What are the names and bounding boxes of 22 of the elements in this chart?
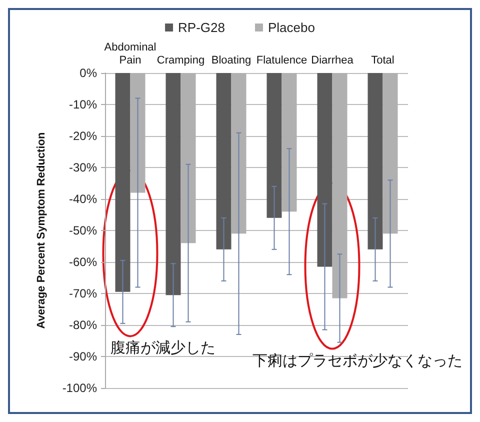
y-tick-label: -50% <box>68 224 98 238</box>
y-tick-label: -80% <box>68 318 98 332</box>
y-tick-label: -60% <box>68 255 98 269</box>
legend-label: RP-G28 <box>178 20 225 35</box>
annotation: 腹痛が減少した <box>110 338 216 357</box>
x-tick-label: Diarrhea <box>311 54 354 66</box>
x-tick-label: Total <box>371 54 394 66</box>
y-tick-label: -20% <box>68 129 98 143</box>
y-tick-label: -40% <box>68 192 98 206</box>
y-tick-label: -70% <box>68 286 98 300</box>
y-axis-title: Average Percent Symptom Reduction <box>36 132 48 329</box>
x-tick-label: Abdominal Pain <box>104 42 156 66</box>
y-tick-label: 0% <box>80 66 98 80</box>
y-tick-label: -30% <box>68 160 98 174</box>
x-tick-label: Flatulence <box>256 54 308 66</box>
y-tick-label: -10% <box>68 98 98 112</box>
y-tick-label: -90% <box>68 350 98 364</box>
annotation: 下痢はプラセボが少なくなった <box>252 351 462 370</box>
x-tick-label: Cramping <box>156 54 205 66</box>
y-tick-label: -100% <box>62 381 98 395</box>
legend-label: Placebo <box>268 20 315 35</box>
x-tick-label: Bloating <box>211 54 252 66</box>
